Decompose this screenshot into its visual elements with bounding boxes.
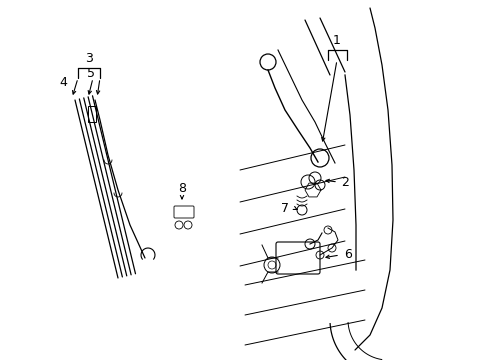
Text: 7: 7 [281, 202, 288, 215]
Text: 3: 3 [85, 51, 93, 64]
Text: 1: 1 [332, 33, 340, 46]
Text: 6: 6 [344, 248, 351, 261]
Text: 5: 5 [87, 67, 95, 80]
Text: 2: 2 [340, 176, 348, 189]
Text: 4: 4 [59, 76, 67, 89]
Text: 8: 8 [178, 181, 185, 194]
